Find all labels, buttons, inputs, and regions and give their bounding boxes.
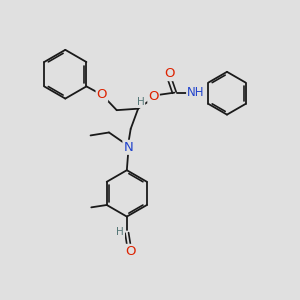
Text: O: O xyxy=(164,67,174,80)
Text: O: O xyxy=(148,90,159,103)
Text: H: H xyxy=(116,227,124,237)
Text: N: N xyxy=(123,141,133,154)
Text: O: O xyxy=(97,88,107,101)
Text: O: O xyxy=(125,245,136,258)
Text: NH: NH xyxy=(187,86,205,99)
Text: H: H xyxy=(136,97,144,107)
